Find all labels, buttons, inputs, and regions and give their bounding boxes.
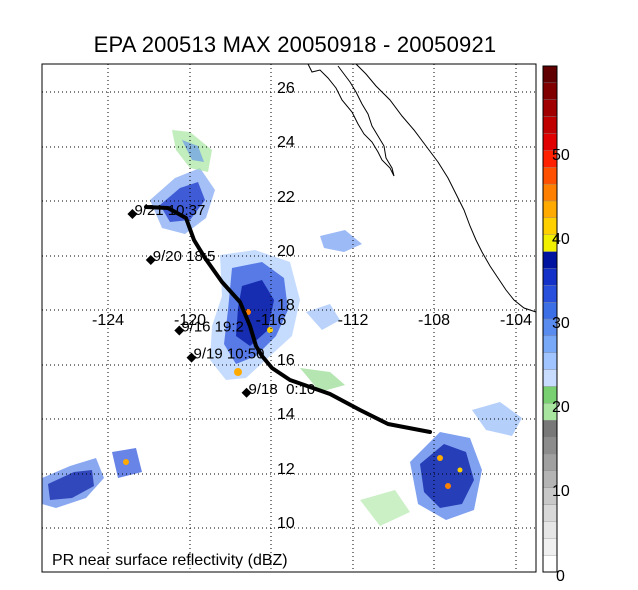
lat-label: 18: [277, 297, 295, 314]
colorbar-segment: [542, 369, 558, 387]
storm-fix-marker: [127, 208, 138, 219]
colorbar-segment: [542, 285, 558, 303]
lat-label: 22: [277, 189, 295, 206]
lon-label: -120: [174, 312, 206, 329]
longitude-labels: -124 -120 -116 -112 -108 -104: [92, 312, 532, 329]
colorbar-labels: 0 10 20 30 40 50: [552, 147, 570, 585]
lon-label: -116: [256, 312, 287, 329]
colorbar-segment: [542, 183, 558, 202]
colorbar-tick-label: 30: [552, 315, 570, 332]
colorbar-segment: [542, 65, 558, 84]
lat-label: 20: [277, 243, 295, 260]
lat-label: 26: [277, 80, 295, 97]
latitude-labels: 26 24 22 20 18 16 14 12 10: [277, 80, 295, 532]
storm-fix-label: 9/20 18:5: [153, 248, 216, 265]
lon-label: -112: [338, 312, 369, 329]
storm-fix-markers: 9/21 10:37 9/20 18:5 9/16 19:2 9/19 10:50 9/…: [127, 202, 315, 398]
graticule: [42, 64, 536, 572]
storm-fix-label: 9/19 10:50: [194, 346, 265, 363]
legend-caption: PR near surface reflectivity (dBZ): [52, 552, 288, 569]
colorbar-segment: [542, 116, 558, 134]
storm-track-line: [144, 205, 432, 434]
lat-label: 10: [277, 515, 295, 532]
colorbar-segment: [542, 436, 558, 455]
coastline: [307, 63, 537, 313]
colorbar-tick-label: 50: [552, 147, 570, 164]
colorbar-segment: [542, 251, 558, 269]
colorbar-frame: [542, 65, 558, 573]
colorbar-segment: [542, 538, 558, 556]
colorbar-tick-label: 40: [552, 231, 570, 248]
map-frame: [41, 63, 537, 573]
lon-label: -124: [92, 312, 124, 329]
map-title: EPA 200513 MAX 20050918 - 20050921: [93, 32, 497, 57]
colorbar-segment: [542, 521, 558, 539]
lat-label: 24: [277, 134, 295, 151]
echo-cluster-central: [210, 230, 362, 392]
colorbar-segment: [542, 335, 558, 353]
colorbar: [542, 65, 558, 573]
colorbar-segment: [542, 99, 558, 117]
colorbar-tick-label: 20: [552, 399, 570, 416]
echo-cluster-southwest: [42, 448, 142, 508]
storm-fix-label: 9/21 10:37: [134, 202, 205, 219]
lat-label: 16: [277, 352, 295, 369]
colorbar-tick-label: 10: [552, 483, 570, 500]
lon-label: -108: [418, 312, 450, 329]
storm-fix-label: 9/18 0:10: [249, 381, 316, 398]
colorbar-segment: [542, 167, 558, 185]
colorbar-segment: [542, 268, 558, 286]
storm-fix-marker: [174, 325, 185, 336]
colorbar-tick-label: 0: [556, 568, 565, 585]
storm-fix-marker: [145, 255, 156, 266]
colorbar-segment: [542, 420, 558, 438]
colorbar-segment: [542, 554, 558, 573]
storm-fix-marker: [186, 352, 197, 363]
colorbar-segment: [542, 453, 558, 471]
colorbar-segment: [542, 504, 558, 522]
storm-track: 9/21 10:37 9/20 18:5 9/16 19:2 9/19 10:50 9/…: [127, 202, 432, 434]
lon-label: -104: [500, 312, 532, 329]
storm-fix-label: 9/16 19:2: [181, 318, 244, 335]
colorbar-segment: [542, 200, 558, 218]
lat-label: 12: [277, 461, 295, 478]
lat-label: 14: [277, 406, 295, 423]
colorbar-segment: [542, 352, 558, 370]
colorbar-segment: [542, 82, 558, 100]
storm-fix-marker: [241, 387, 252, 398]
